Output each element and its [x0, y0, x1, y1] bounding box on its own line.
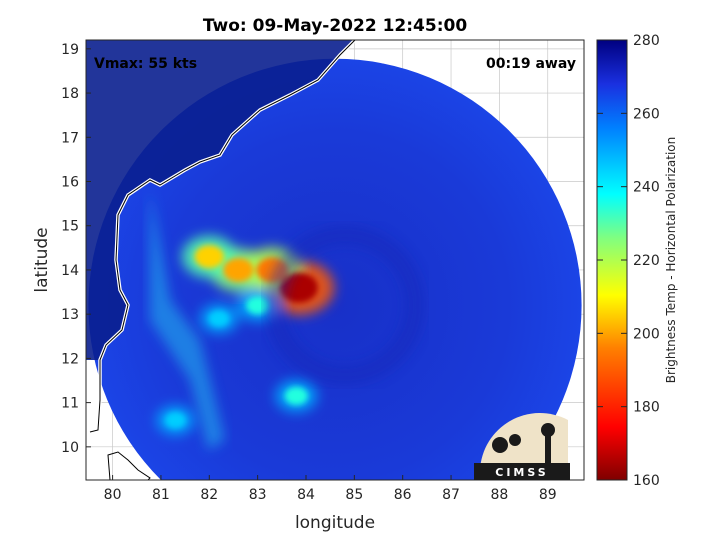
- cb-tick-label: 180: [633, 400, 660, 416]
- cb-tick-label: 280: [633, 33, 660, 49]
- cb-tick-label: 260: [633, 106, 660, 122]
- cb-tick-label: 160: [633, 473, 660, 489]
- x-tick-label: 82: [200, 487, 218, 503]
- x-tick-label: 88: [490, 487, 508, 503]
- feature-core: [194, 245, 224, 269]
- plot-frame: [85, 39, 585, 481]
- feature-core: [165, 412, 186, 429]
- x-tick-label: 85: [345, 487, 363, 503]
- colorbar: 160 180 200 220 240 260 280 Brightness Temp - …: [596, 33, 678, 489]
- y-tick-label: 18: [61, 86, 79, 102]
- y-axis-label: latitude: [32, 227, 52, 292]
- swath-edge-band: [150, 190, 225, 450]
- feature-core: [208, 310, 230, 327]
- feature-core: [284, 386, 308, 405]
- chart-title: Two: 09-May-2022 12:45:00: [203, 16, 468, 36]
- x-tick-label: 87: [442, 487, 460, 503]
- feature-core: [246, 296, 270, 315]
- logo-text: CIMSS: [495, 466, 548, 479]
- logo-satellite-dish-2: [509, 434, 521, 446]
- y-tick-label: 12: [61, 351, 79, 367]
- x-tick-label: 81: [152, 487, 170, 503]
- colorbar-label: Brightness Temp - Horizontal Polarizatio…: [664, 137, 678, 384]
- y-tick-label: 11: [61, 396, 79, 412]
- logo-tower: [545, 430, 551, 463]
- plot-area: 80 81 82 83 84 85 86 87 88 89 1011121314151617181…: [61, 39, 585, 503]
- island-outline: [107, 451, 151, 480]
- colorbar-ticks: 160 180 200 220 240 260 280: [597, 33, 660, 489]
- cb-tick-label: 220: [633, 253, 660, 269]
- swath: [86, 40, 582, 480]
- feature-core: [223, 257, 254, 282]
- x-tick-label: 83: [249, 487, 267, 503]
- cb-tick-label: 200: [633, 326, 660, 342]
- y-tick-label: 19: [61, 42, 79, 58]
- x-tick-label: 80: [104, 487, 122, 503]
- logo-bar: [474, 463, 570, 480]
- cb-tick-label: 240: [633, 180, 660, 196]
- x-tick-label: 89: [539, 487, 557, 503]
- x-tick-label: 86: [394, 487, 412, 503]
- cimss-logo: CIMSS: [474, 413, 570, 480]
- x-ticks: 80 81 82 83 84 85 86 87 88 89: [104, 475, 557, 503]
- y-tick-label: 16: [61, 175, 79, 191]
- y-tick-label: 15: [61, 219, 79, 235]
- y-tick-label: 17: [61, 130, 79, 146]
- x-tick-label: 84: [297, 487, 315, 503]
- coastline-inner: [89, 40, 356, 433]
- logo-tower-top: [541, 423, 555, 437]
- vmax-label: Vmax: 55 kts: [94, 56, 197, 72]
- y-tick-label: 10: [61, 440, 79, 456]
- land-overlay-dark: [86, 40, 355, 360]
- time-away-label: 00:19 away: [486, 56, 576, 72]
- swath-disk: [88, 58, 582, 480]
- x-axis-label: longitude: [295, 513, 375, 533]
- y-ticks: 10 11 12 13 14 15 16 17 18 19: [61, 42, 91, 456]
- y-tick-label: 13: [61, 307, 79, 323]
- y-tick-label: 14: [61, 263, 79, 279]
- logo-satellite-dish: [492, 437, 508, 453]
- eye-ring: [265, 225, 425, 385]
